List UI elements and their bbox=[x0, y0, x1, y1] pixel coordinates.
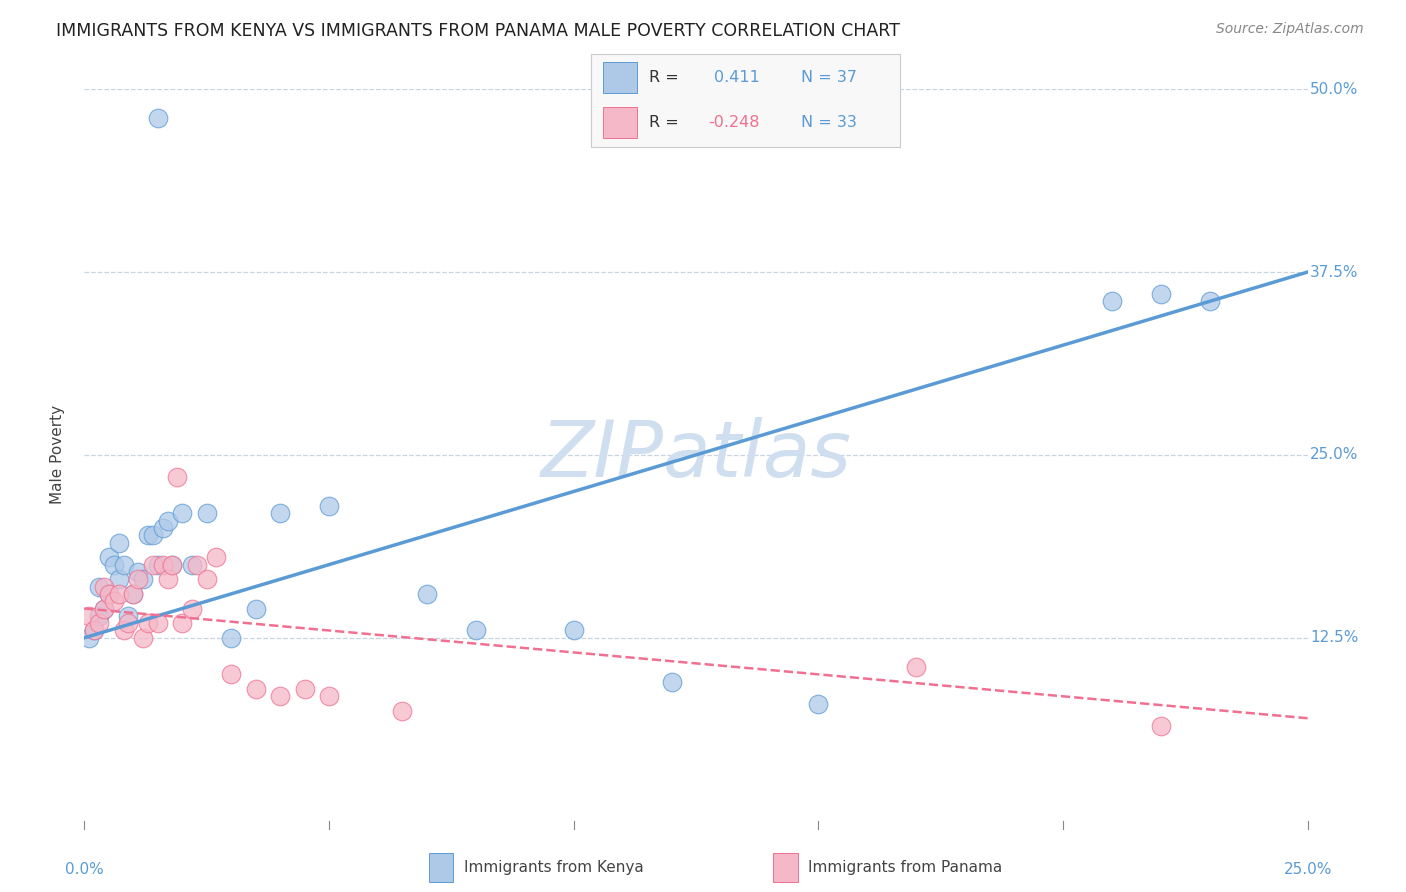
Text: R =: R = bbox=[650, 115, 679, 130]
Point bbox=[93, 601, 115, 615]
Point bbox=[97, 587, 120, 601]
Point bbox=[166, 470, 188, 484]
Point bbox=[661, 674, 683, 689]
Point bbox=[87, 616, 110, 631]
Text: 50.0%: 50.0% bbox=[1310, 82, 1358, 96]
Point bbox=[87, 580, 110, 594]
Point bbox=[136, 528, 159, 542]
Point bbox=[146, 616, 169, 631]
Text: 0.0%: 0.0% bbox=[65, 862, 104, 877]
Point bbox=[269, 507, 291, 521]
Point bbox=[219, 631, 242, 645]
Point bbox=[83, 624, 105, 638]
Point bbox=[181, 601, 204, 615]
Point bbox=[112, 624, 135, 638]
Point bbox=[127, 572, 149, 586]
Point bbox=[83, 624, 105, 638]
Text: Immigrants from Kenya: Immigrants from Kenya bbox=[464, 860, 644, 875]
Point bbox=[245, 601, 267, 615]
Point bbox=[294, 681, 316, 696]
Point bbox=[219, 667, 242, 681]
Point bbox=[122, 587, 145, 601]
Text: N = 33: N = 33 bbox=[801, 115, 856, 130]
Text: 37.5%: 37.5% bbox=[1310, 265, 1358, 279]
Point bbox=[1150, 718, 1173, 732]
Point bbox=[146, 558, 169, 572]
Text: 12.5%: 12.5% bbox=[1310, 631, 1358, 645]
Point bbox=[1101, 294, 1123, 309]
Point bbox=[117, 608, 139, 623]
Point bbox=[103, 558, 125, 572]
Point bbox=[146, 112, 169, 126]
Point bbox=[195, 572, 218, 586]
Point bbox=[97, 587, 120, 601]
Point bbox=[1150, 287, 1173, 301]
Point bbox=[97, 550, 120, 565]
Point bbox=[1198, 294, 1220, 309]
Text: R =: R = bbox=[650, 70, 679, 85]
Point bbox=[87, 608, 110, 623]
Point bbox=[162, 558, 184, 572]
Bar bbox=[429, 854, 454, 881]
Point bbox=[107, 535, 129, 549]
Point bbox=[122, 587, 145, 601]
Point bbox=[162, 558, 184, 572]
Point bbox=[391, 704, 413, 718]
Point bbox=[156, 572, 179, 586]
Point bbox=[807, 697, 830, 711]
Point bbox=[181, 558, 204, 572]
Point bbox=[127, 565, 149, 579]
Point bbox=[156, 514, 179, 528]
Text: 25.0%: 25.0% bbox=[1310, 448, 1358, 462]
Point bbox=[172, 507, 194, 521]
Point bbox=[905, 660, 928, 674]
Text: N = 37: N = 37 bbox=[801, 70, 856, 85]
Text: IMMIGRANTS FROM KENYA VS IMMIGRANTS FROM PANAMA MALE POVERTY CORRELATION CHART: IMMIGRANTS FROM KENYA VS IMMIGRANTS FROM… bbox=[56, 22, 900, 40]
Point bbox=[318, 690, 340, 704]
Point bbox=[136, 616, 159, 631]
Text: Source: ZipAtlas.com: Source: ZipAtlas.com bbox=[1216, 22, 1364, 37]
Point bbox=[107, 587, 129, 601]
Point bbox=[195, 507, 218, 521]
Point bbox=[464, 624, 486, 638]
Point bbox=[152, 558, 174, 572]
Text: 25.0%: 25.0% bbox=[1284, 862, 1331, 877]
Point bbox=[77, 631, 100, 645]
Point bbox=[416, 587, 439, 601]
Text: 0.411: 0.411 bbox=[714, 70, 761, 85]
Point bbox=[103, 594, 125, 608]
Point bbox=[269, 690, 291, 704]
Text: -0.248: -0.248 bbox=[709, 115, 759, 130]
Point bbox=[132, 572, 155, 586]
Bar bbox=[773, 854, 799, 881]
Text: ZIPatlas: ZIPatlas bbox=[540, 417, 852, 493]
Point bbox=[142, 528, 165, 542]
Point bbox=[93, 601, 115, 615]
Point bbox=[172, 616, 194, 631]
Point bbox=[117, 616, 139, 631]
Point bbox=[318, 499, 340, 513]
Point bbox=[142, 558, 165, 572]
Bar bbox=[603, 107, 637, 138]
Point bbox=[132, 631, 155, 645]
Point bbox=[77, 608, 100, 623]
Bar bbox=[603, 62, 637, 93]
Point bbox=[205, 550, 228, 565]
Point bbox=[186, 558, 208, 572]
Point bbox=[107, 572, 129, 586]
Text: Male Poverty: Male Poverty bbox=[51, 405, 65, 505]
Point bbox=[152, 521, 174, 535]
Text: Immigrants from Panama: Immigrants from Panama bbox=[808, 860, 1002, 875]
Point bbox=[245, 681, 267, 696]
Point bbox=[93, 580, 115, 594]
Point bbox=[112, 558, 135, 572]
Point bbox=[562, 624, 585, 638]
